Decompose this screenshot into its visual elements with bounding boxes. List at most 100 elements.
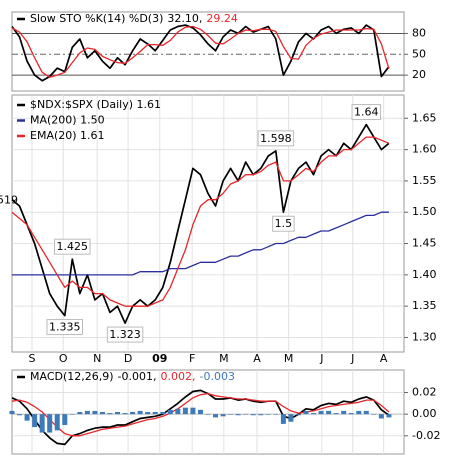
histogram-bar xyxy=(348,413,354,415)
histogram-bar xyxy=(47,414,53,433)
y-tick-label: 0.00 xyxy=(412,407,437,420)
histogram-bar xyxy=(235,414,241,416)
y-tick-label: 1.45 xyxy=(412,237,437,250)
histogram-bar xyxy=(24,414,30,421)
histogram-bar xyxy=(160,412,166,415)
data-label-box xyxy=(272,215,295,232)
x-tick-label: D xyxy=(124,352,132,365)
y-tick-label: 1.50 xyxy=(412,205,437,218)
series-line xyxy=(11,25,390,78)
data-label: 1.335 xyxy=(49,321,81,334)
y-tick-label: 1.40 xyxy=(412,268,437,281)
histogram-bar xyxy=(99,412,105,415)
histogram-bar xyxy=(84,410,90,415)
legend: Slow STO %K(14) %D(3) 32.10, 29.24 xyxy=(30,12,238,25)
histogram-bar xyxy=(77,412,83,415)
histogram-bar xyxy=(145,412,151,415)
histogram-bar xyxy=(363,410,369,415)
histogram-bar xyxy=(130,412,136,415)
legend-value: -0.001, xyxy=(118,370,157,383)
histogram-bar xyxy=(54,414,60,431)
histogram-bar xyxy=(303,410,309,415)
histogram-bar xyxy=(333,413,339,415)
data-label-box xyxy=(46,319,84,336)
data-label: 1.425 xyxy=(57,240,89,253)
histogram-bar xyxy=(107,413,113,415)
histogram-bar xyxy=(341,410,347,415)
histogram-bar xyxy=(167,409,173,415)
data-label: 1.598 xyxy=(260,132,292,145)
legend-value: 32.10, xyxy=(167,12,202,25)
panel-frame xyxy=(11,94,405,353)
histogram-bar xyxy=(288,414,294,422)
legend-value: 0.002, xyxy=(161,370,196,383)
histogram-bar xyxy=(243,414,249,415)
data-label-box xyxy=(351,104,382,121)
series-line xyxy=(12,211,389,276)
histogram-bar xyxy=(311,413,317,415)
y-tick-label: 1.65 xyxy=(412,111,437,124)
x-tick-label: M xyxy=(284,352,294,365)
panel-frame xyxy=(11,11,405,92)
y-tick-label: -0.02 xyxy=(412,429,440,442)
data-label-box xyxy=(106,326,144,343)
histogram-bar xyxy=(326,410,332,415)
histogram-bar xyxy=(137,410,143,415)
histogram-bar xyxy=(318,410,324,415)
legend-label: $NDX:$SPX (Daily) 1.61 xyxy=(30,98,161,111)
y-tick-label: 1.30 xyxy=(412,330,437,343)
histogram-bar xyxy=(182,407,188,415)
panel-frame xyxy=(11,369,405,455)
histogram-bar xyxy=(220,414,226,417)
histogram-bar xyxy=(371,414,377,415)
series-line xyxy=(11,123,390,324)
histogram-bar xyxy=(122,413,128,415)
histogram-bar xyxy=(250,414,256,416)
x-tick-label: O xyxy=(59,352,68,365)
histogram-bar xyxy=(213,414,219,418)
y-tick-label: 1.60 xyxy=(412,143,437,156)
x-tick-label: A xyxy=(253,352,261,365)
histogram-bar xyxy=(175,408,181,415)
legend-label: Slow STO %K(14) %D(3) xyxy=(30,12,163,25)
x-tick-label: J xyxy=(350,352,354,365)
histogram-bar xyxy=(92,410,98,415)
histogram-bar xyxy=(280,414,286,424)
y-tick-label: 1.55 xyxy=(412,174,437,187)
histogram-bar xyxy=(228,414,234,415)
histogram-bar xyxy=(62,414,68,425)
histogram-bar xyxy=(273,414,279,415)
x-tick-label: J xyxy=(319,352,323,365)
series-line xyxy=(11,24,390,82)
histogram-bar xyxy=(17,414,23,416)
histogram-bar xyxy=(386,414,392,418)
data-label: 1.5 xyxy=(275,217,293,230)
x-tick-label: F xyxy=(189,352,195,365)
legend: MACD(12,26,9) -0.001, 0.002, -0.003 xyxy=(30,370,235,383)
y-tick-label: 80 xyxy=(412,26,426,39)
histogram-bar xyxy=(197,409,203,415)
series-line xyxy=(11,392,390,437)
x-tick-label: A xyxy=(380,352,388,365)
series-line xyxy=(11,136,390,307)
histogram-bar xyxy=(356,410,362,415)
histogram-bar xyxy=(295,414,301,416)
histogram-bar xyxy=(39,414,45,433)
histogram-bar xyxy=(378,414,384,419)
y-tick-label: 1.35 xyxy=(412,299,437,312)
legend-label: MA(200) 1.50 xyxy=(30,114,105,127)
data-label-box xyxy=(257,130,295,147)
x-tick-label: 09 xyxy=(152,352,167,365)
x-tick-label: M xyxy=(219,352,229,365)
histogram-bar xyxy=(152,412,158,415)
y-tick-label: 0.02 xyxy=(412,386,437,399)
histogram-bar xyxy=(190,407,196,415)
histogram-bar xyxy=(69,414,75,415)
histogram-bar xyxy=(115,412,121,415)
legend-label: EMA(20) 1.61 xyxy=(30,129,105,142)
histogram-bar xyxy=(258,414,264,416)
legend-label: MACD(12,26,9) xyxy=(30,370,114,383)
series-line xyxy=(11,389,390,446)
histogram-bar xyxy=(9,410,15,415)
